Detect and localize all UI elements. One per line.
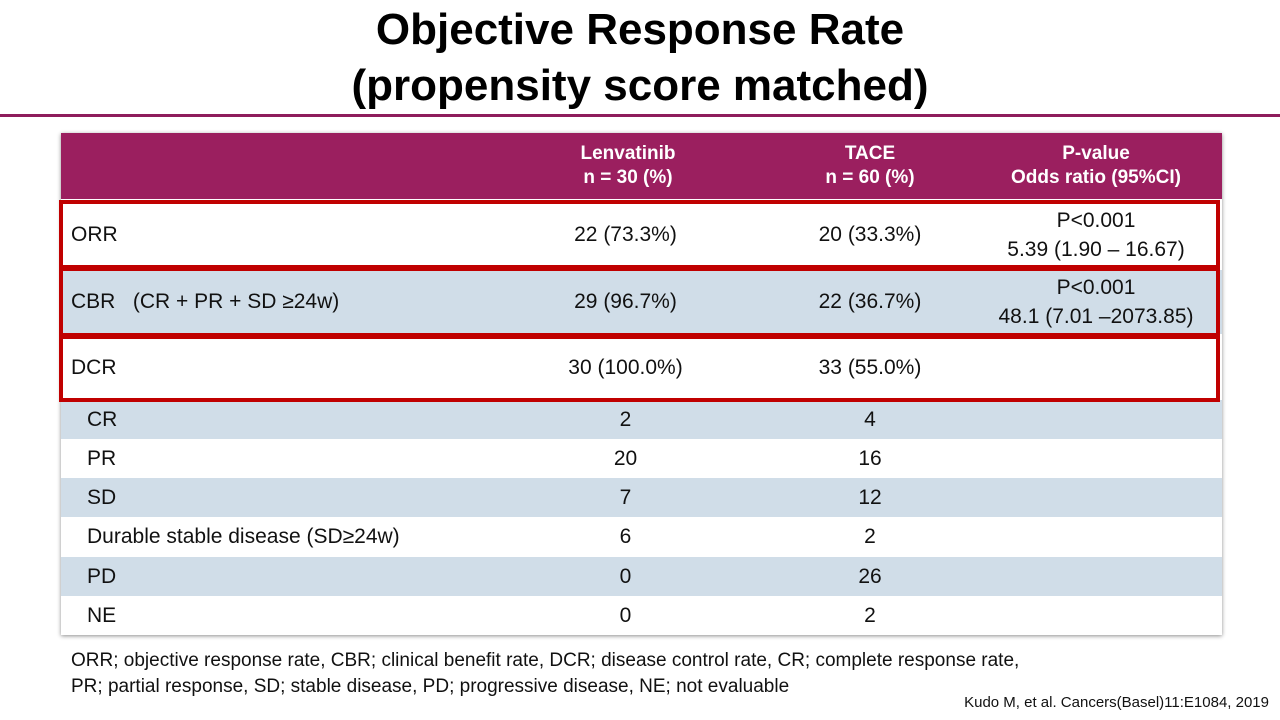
table-row-dcr: DCR 30 (100.0%) 33 (55.0%) [61, 337, 1222, 399]
header-lenvatinib-name: Lenvatinib [580, 143, 676, 164]
table-row-sd: SD 7 12 [61, 478, 1222, 517]
header-tace: TACE n = 60 (%) [770, 142, 970, 190]
tace-value: 33 (55.0%) [818, 356, 922, 379]
lenvatinib-value: 0 [619, 564, 632, 588]
tace-value: 26 [858, 564, 882, 588]
odds-ratio: 5.39 (1.90 – 16.67) [1007, 238, 1185, 261]
header-pvalue-label: P-value [1062, 143, 1130, 164]
tace-value: 20 (33.3%) [818, 223, 922, 246]
tace-value: 4 [864, 407, 876, 431]
header-tace-name: TACE [844, 143, 896, 164]
pvalue-cell: P<0.001 5.39 (1.90 – 16.67) [970, 206, 1222, 264]
table-row-ne: NE 0 2 [61, 596, 1222, 635]
title-divider [0, 114, 1280, 117]
row-label: CBR (CR + PR + SD ≥24w) [71, 290, 340, 313]
lenvatinib-value: 7 [619, 485, 632, 509]
citation: Kudo M, et al. Cancers(Basel)11:E1084, 2… [964, 694, 1269, 711]
table-header: Lenvatinib n = 30 (%) TACE n = 60 (%) P-… [61, 133, 1222, 199]
table-row-orr: ORR 22 (73.3%) 20 (33.3%) P<0.001 5.39 (… [61, 203, 1222, 267]
row-label: PR [87, 446, 117, 470]
row-label: NE [87, 603, 117, 627]
lenvatinib-value: 22 (73.3%) [574, 223, 677, 246]
response-table: Lenvatinib n = 30 (%) TACE n = 60 (%) P-… [59, 133, 1222, 635]
tace-value: 22 (36.7%) [818, 290, 922, 313]
abbreviations-footnote: ORR; objective response rate, CBR; clini… [71, 648, 1221, 700]
table-row-cbr: CBR (CR + PR + SD ≥24w) 29 (96.7%) 22 (3… [61, 270, 1222, 334]
odds-ratio: 48.1 (7.01 –2073.85) [998, 305, 1194, 328]
row-label: DCR [71, 356, 117, 379]
table-row-cr: CR 2 4 [61, 400, 1222, 439]
header-lenvatinib: Lenvatinib n = 30 (%) [563, 142, 693, 190]
header-pvalue: P-value Odds ratio (95%CI) [970, 142, 1222, 190]
p-value: P<0.001 [1056, 209, 1136, 232]
pvalue-cell: P<0.001 48.1 (7.01 –2073.85) [970, 273, 1222, 331]
tace-value: 2 [864, 603, 876, 627]
table-row-durable-sd: Durable stable disease (SD≥24w) 6 2 [61, 517, 1222, 557]
lenvatinib-value: 0 [619, 603, 632, 627]
table-row-pr: PR 20 16 [61, 439, 1222, 478]
row-label: SD [87, 485, 117, 509]
tace-value: 2 [864, 525, 876, 548]
header-tace-n: n = 60 (%) [825, 167, 915, 188]
tace-value: 12 [858, 485, 882, 509]
slide-title: Objective Response Rate (propensity scor… [0, 2, 1280, 114]
tace-value: 16 [858, 446, 882, 470]
row-label: Durable stable disease (SD≥24w) [87, 525, 400, 548]
header-lenvatinib-n: n = 30 (%) [583, 167, 673, 188]
table-row-pd: PD 0 26 [61, 557, 1222, 596]
row-label: PD [87, 564, 117, 588]
lenvatinib-value: 29 (96.7%) [574, 290, 677, 313]
title-line-1: Objective Response Rate [375, 5, 905, 54]
lenvatinib-value: 20 [613, 446, 638, 470]
title-line-2: (propensity score matched) [351, 61, 929, 110]
row-label: CR [87, 407, 118, 431]
lenvatinib-value: 30 (100.0%) [568, 356, 683, 379]
lenvatinib-value: 6 [619, 525, 632, 548]
row-label: ORR [71, 223, 118, 246]
p-value: P<0.001 [1056, 276, 1136, 299]
footnote-line-1: ORR; objective response rate, CBR; clini… [71, 650, 1020, 671]
header-odds-ratio-label: Odds ratio (95%CI) [1011, 167, 1181, 188]
footnote-line-2: PR; partial response, SD; stable disease… [71, 676, 790, 697]
lenvatinib-value: 2 [619, 407, 632, 431]
